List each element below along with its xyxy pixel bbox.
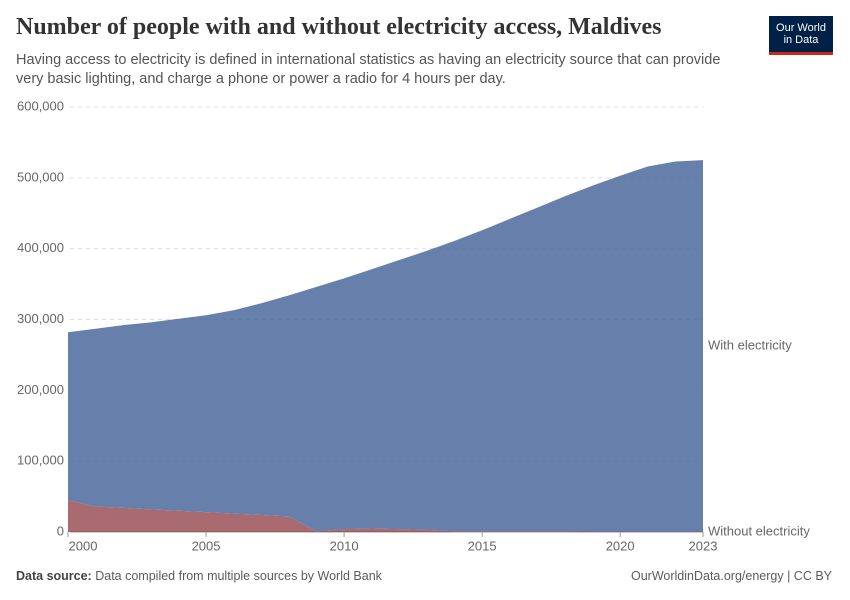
x-tick-label: 2023 — [689, 538, 718, 553]
chart-subtitle: Having access to electricity is defined … — [16, 52, 721, 87]
area — [68, 160, 703, 532]
y-tick-label: 200,000 — [17, 382, 64, 397]
x-tick-label: 2020 — [606, 538, 635, 553]
source-label: Data source: — [16, 569, 92, 583]
legend-label: With electricity — [708, 337, 792, 352]
legend-label: Without electricity — [708, 523, 810, 538]
chart: 0 100,000 200,000 300,000 400,000 500,000 600,… — [17, 98, 810, 553]
y-tick-label: 600,000 — [17, 98, 64, 113]
y-tick-label: 300,000 — [17, 311, 64, 326]
footer-credit[interactable]: OurWorldinData.org/energy | CC BY — [630, 569, 832, 583]
footer-source: Data source: Data compiled from multiple… — [16, 569, 382, 583]
x-tick-label: 2005 — [192, 538, 221, 553]
x-tick-label: 2000 — [69, 538, 98, 553]
chart-title: Number of people with and without electr… — [16, 14, 662, 40]
source: Data compiled from multiple sources by W… — [95, 569, 382, 583]
logo-line: in Data — [783, 34, 819, 46]
logo-line: Our World — [776, 22, 826, 34]
x-tick-label: 2010 — [330, 538, 359, 553]
x-tick-label: 2015 — [468, 538, 497, 553]
area — [68, 500, 703, 532]
y-tick-label: 0 — [57, 523, 64, 538]
y-tick-label: 100,000 — [17, 453, 64, 468]
y-tick-label: 400,000 — [17, 240, 64, 255]
logo[interactable]: Our World in Data — [769, 16, 833, 55]
y-tick-label: 500,000 — [17, 169, 64, 184]
